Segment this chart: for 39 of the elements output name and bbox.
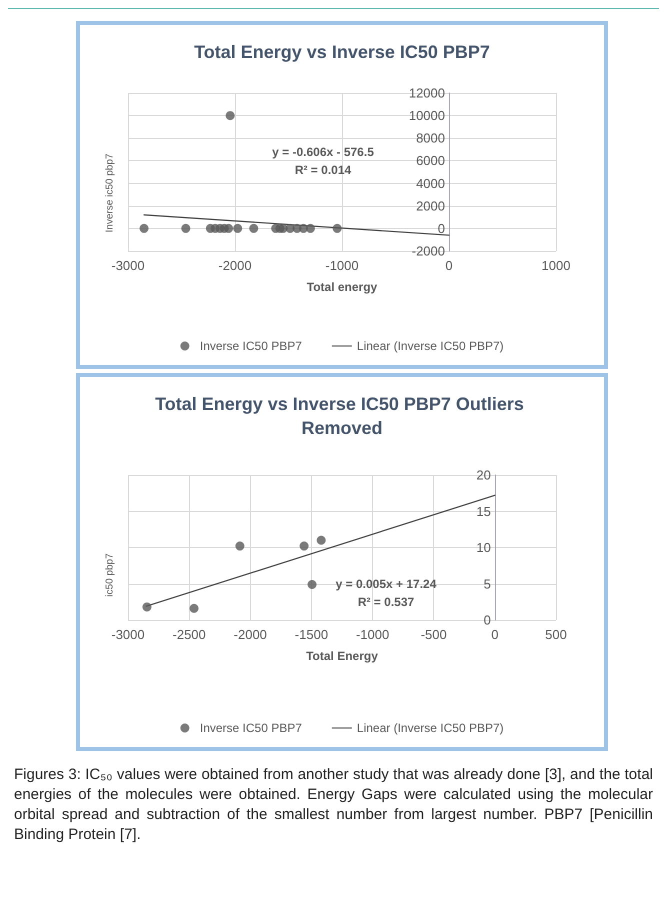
legend-label: Linear (Inverse IC50 PBP7) bbox=[356, 339, 504, 353]
y-tick-label: 0 bbox=[484, 612, 491, 628]
annotation: R² = 0.537 bbox=[358, 595, 415, 609]
annotation: y = -0.606x - 576.5 bbox=[272, 145, 374, 159]
y-tick-label: 6000 bbox=[416, 153, 445, 168]
x-tick-label: -500 bbox=[420, 627, 447, 642]
y-tick-label: 0 bbox=[438, 220, 445, 236]
x-tick-label: -3000 bbox=[111, 627, 145, 642]
x-tick-label: 1000 bbox=[542, 258, 570, 273]
x-tick-label: -1500 bbox=[294, 627, 328, 642]
y-tick-label: 10 bbox=[476, 540, 491, 555]
y-tick-label: 15 bbox=[476, 504, 491, 519]
chart-title: Total Energy vs Inverse IC50 PBP7 bbox=[194, 42, 490, 62]
x-tick-label: -3000 bbox=[111, 258, 145, 273]
x-tick-label: 500 bbox=[545, 627, 567, 642]
y-axis-title: ic50 pbp7 bbox=[104, 552, 116, 597]
x-axis-title: Total energy bbox=[306, 280, 378, 294]
x-tick-label: -1000 bbox=[356, 627, 390, 642]
chart-title: Total Energy vs Inverse IC50 PBP7 Outliers Removed bbox=[155, 394, 529, 438]
y-axis-title: Inverse ic50 pbp7 bbox=[104, 153, 116, 232]
y-tick-label: 4000 bbox=[416, 176, 445, 191]
y-tick-label: 12000 bbox=[408, 86, 445, 100]
x-axis-title: Total Energy bbox=[306, 649, 378, 663]
x-tick-label: -2500 bbox=[172, 627, 206, 642]
x-tick-label: -1000 bbox=[325, 258, 359, 273]
y-tick-label: 10000 bbox=[408, 108, 445, 124]
y-tick-label: 8000 bbox=[416, 130, 445, 146]
legend-label: Inverse IC50 PBP7 bbox=[200, 721, 302, 735]
y-tick-label: 20 bbox=[476, 468, 491, 482]
text: Figures 3: IC₅₀ values were obtained from another study that was already done [3], and the total energies of the molecules were obtained. Energy Gaps were calculated using the molecular orbital spread and subtraction of the smallest number from largest number. PBP7 [Penicillin Binding Protein [7]. bbox=[13, 765, 654, 845]
y-tick-label: -2000 bbox=[412, 244, 445, 258]
y-tick-label: 5 bbox=[484, 576, 491, 592]
y-tick-label: 2000 bbox=[416, 198, 445, 214]
x-tick-label: -2000 bbox=[218, 258, 252, 273]
annotation: R² = 0.014 bbox=[294, 163, 352, 177]
legend-label: Inverse IC50 PBP7 bbox=[200, 339, 302, 353]
legend-label: Linear (Inverse IC50 PBP7) bbox=[356, 721, 504, 735]
annotation: y = 0.005x + 17.24 bbox=[336, 577, 437, 591]
x-tick-label: -2000 bbox=[234, 627, 267, 642]
